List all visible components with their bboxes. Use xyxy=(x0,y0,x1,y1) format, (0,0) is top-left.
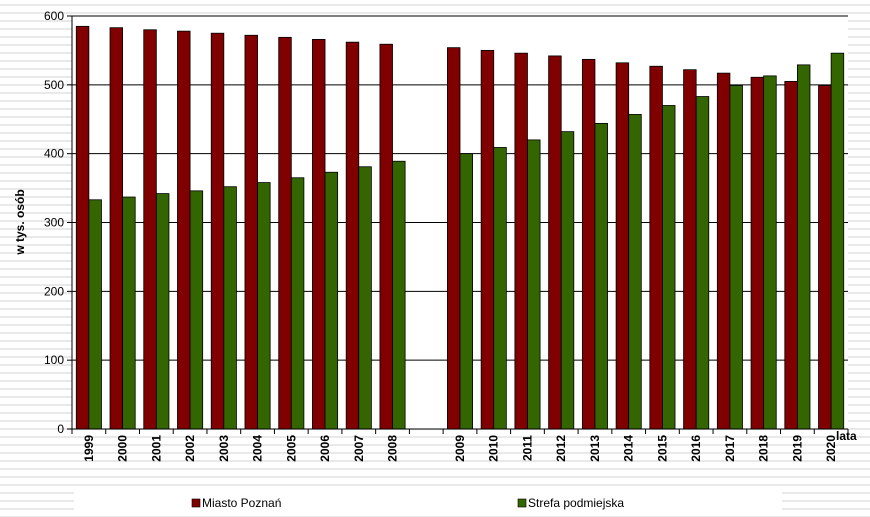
bar-strefa-podmiejska xyxy=(122,196,136,430)
bar-strefa-podmiejska xyxy=(594,122,608,430)
bar-strefa-podmiejska xyxy=(695,96,710,430)
bar-miasto-poznan xyxy=(716,72,731,430)
bar-miasto-poznan xyxy=(784,80,798,430)
y-tick-label: 600 xyxy=(44,9,64,23)
legend-item-strefa-podmiejska: Strefa podmiejska xyxy=(528,496,624,510)
background-stripe xyxy=(0,444,870,446)
bar-strefa-podmiejska xyxy=(560,131,575,430)
x-tick-label: 2010 xyxy=(487,435,501,462)
bar-miasto-poznan xyxy=(446,47,461,430)
bar-strefa-podmiejska xyxy=(527,139,541,430)
bar-strefa-podmiejska xyxy=(763,75,777,430)
x-tick-label: 2017 xyxy=(723,435,737,462)
y-tick-label: 500 xyxy=(44,78,64,92)
x-tick-label: 2005 xyxy=(284,435,298,462)
background-stripe xyxy=(0,452,870,454)
bar-miasto-poznan xyxy=(345,41,360,430)
y-tick-label: 300 xyxy=(44,216,64,230)
background-stripe xyxy=(0,436,870,438)
background-stripe xyxy=(0,4,870,6)
x-tick-label: 1999 xyxy=(82,435,96,462)
bar-strefa-podmiejska xyxy=(392,160,406,430)
bar-strefa-podmiejska xyxy=(662,105,676,430)
x-tick-label: 2006 xyxy=(318,435,332,462)
y-axis-title: w tys. osób xyxy=(13,189,27,255)
bar-miasto-poznan xyxy=(750,76,765,430)
legend-box xyxy=(74,486,782,512)
bar-miasto-poznan xyxy=(480,50,495,430)
bar-miasto-poznan xyxy=(312,39,326,430)
bar-miasto-poznan xyxy=(210,32,225,430)
x-tick-labels: 1999 2000 2001 2002 2003 2004 2005 2006 2007 2008… xyxy=(82,435,838,462)
x-tick-label: 2012 xyxy=(554,435,568,462)
x-tick-label: 2016 xyxy=(689,435,703,462)
x-tick-label: 2015 xyxy=(655,435,669,462)
axes xyxy=(67,15,849,434)
bar-strefa-podmiejska xyxy=(189,190,204,430)
bar-miasto-poznan xyxy=(548,55,562,430)
bar-miasto-poznan xyxy=(581,58,596,430)
bar-miasto-poznan xyxy=(75,25,90,430)
x-tick-label: 2009 xyxy=(453,435,467,462)
x-tick-label: 2004 xyxy=(251,435,265,462)
x-tick-label: 2000 xyxy=(116,435,130,462)
x-tick-label: 2013 xyxy=(588,435,602,462)
bar-strefa-podmiejska xyxy=(290,177,305,430)
bar-strefa-podmiejska xyxy=(88,199,102,430)
x-tick-label: 2003 xyxy=(217,435,231,462)
bar-strefa-podmiejska xyxy=(830,52,845,430)
y-tick-label: 400 xyxy=(44,147,64,161)
bar-miasto-poznan xyxy=(177,30,191,430)
x-tick-label: 2001 xyxy=(149,435,163,462)
y-tick-label: 100 xyxy=(44,353,64,367)
bar-strefa-podmiejska xyxy=(459,153,474,430)
bar-strefa-podmiejska xyxy=(155,193,170,430)
x-axis-title: lata xyxy=(836,429,857,443)
legend-swatch xyxy=(191,498,201,508)
y-tick-labels: 0 100 200 300 400 500 600 xyxy=(44,9,64,436)
background-stripe xyxy=(0,484,870,486)
bar-strefa-podmiejska xyxy=(493,147,507,430)
bar-miasto-poznan xyxy=(244,34,258,430)
bar-strefa-podmiejska xyxy=(358,166,372,430)
x-tick-label: 2014 xyxy=(622,435,636,462)
bar-miasto-poznan xyxy=(615,62,630,430)
x-tick-label: 2018 xyxy=(757,435,771,462)
legend: Miasto Poznań Strefa podmiejska xyxy=(74,486,782,512)
y-tick-label: 200 xyxy=(44,284,64,298)
bar-miasto-poznan xyxy=(818,85,832,430)
bar-strefa-podmiejska xyxy=(796,64,811,430)
background-stripe xyxy=(0,460,870,462)
y-tick-label: 0 xyxy=(57,422,64,436)
x-tick-label: 2007 xyxy=(352,435,366,462)
bar-miasto-poznan xyxy=(649,65,663,430)
x-tick-label: 2019 xyxy=(790,435,804,462)
legend-item-miasto-poznan: Miasto Poznań xyxy=(202,496,281,510)
bar-miasto-poznan xyxy=(278,36,292,430)
bar-miasto-poznan xyxy=(379,43,393,430)
legend-swatch xyxy=(517,498,527,508)
x-tick-label: 2020 xyxy=(824,435,838,462)
bar-miasto-poznan xyxy=(683,69,697,430)
background-stripe xyxy=(0,476,870,478)
bar-strefa-podmiejska xyxy=(257,182,271,430)
bars xyxy=(75,25,845,430)
x-tick-label: 2002 xyxy=(183,435,197,462)
x-tick-label: 2008 xyxy=(386,435,400,462)
bar-miasto-poznan xyxy=(109,27,124,430)
bar-strefa-podmiejska xyxy=(628,114,642,430)
bar-strefa-podmiejska xyxy=(729,85,743,430)
background-stripe xyxy=(0,12,870,14)
bar-strefa-podmiejska xyxy=(324,171,339,430)
x-tick-label: 2011 xyxy=(520,435,534,461)
bar-miasto-poznan xyxy=(514,52,528,430)
bar-strefa-podmiejska xyxy=(223,186,237,430)
bar-miasto-poznan xyxy=(143,29,157,430)
background-stripe xyxy=(0,468,870,470)
